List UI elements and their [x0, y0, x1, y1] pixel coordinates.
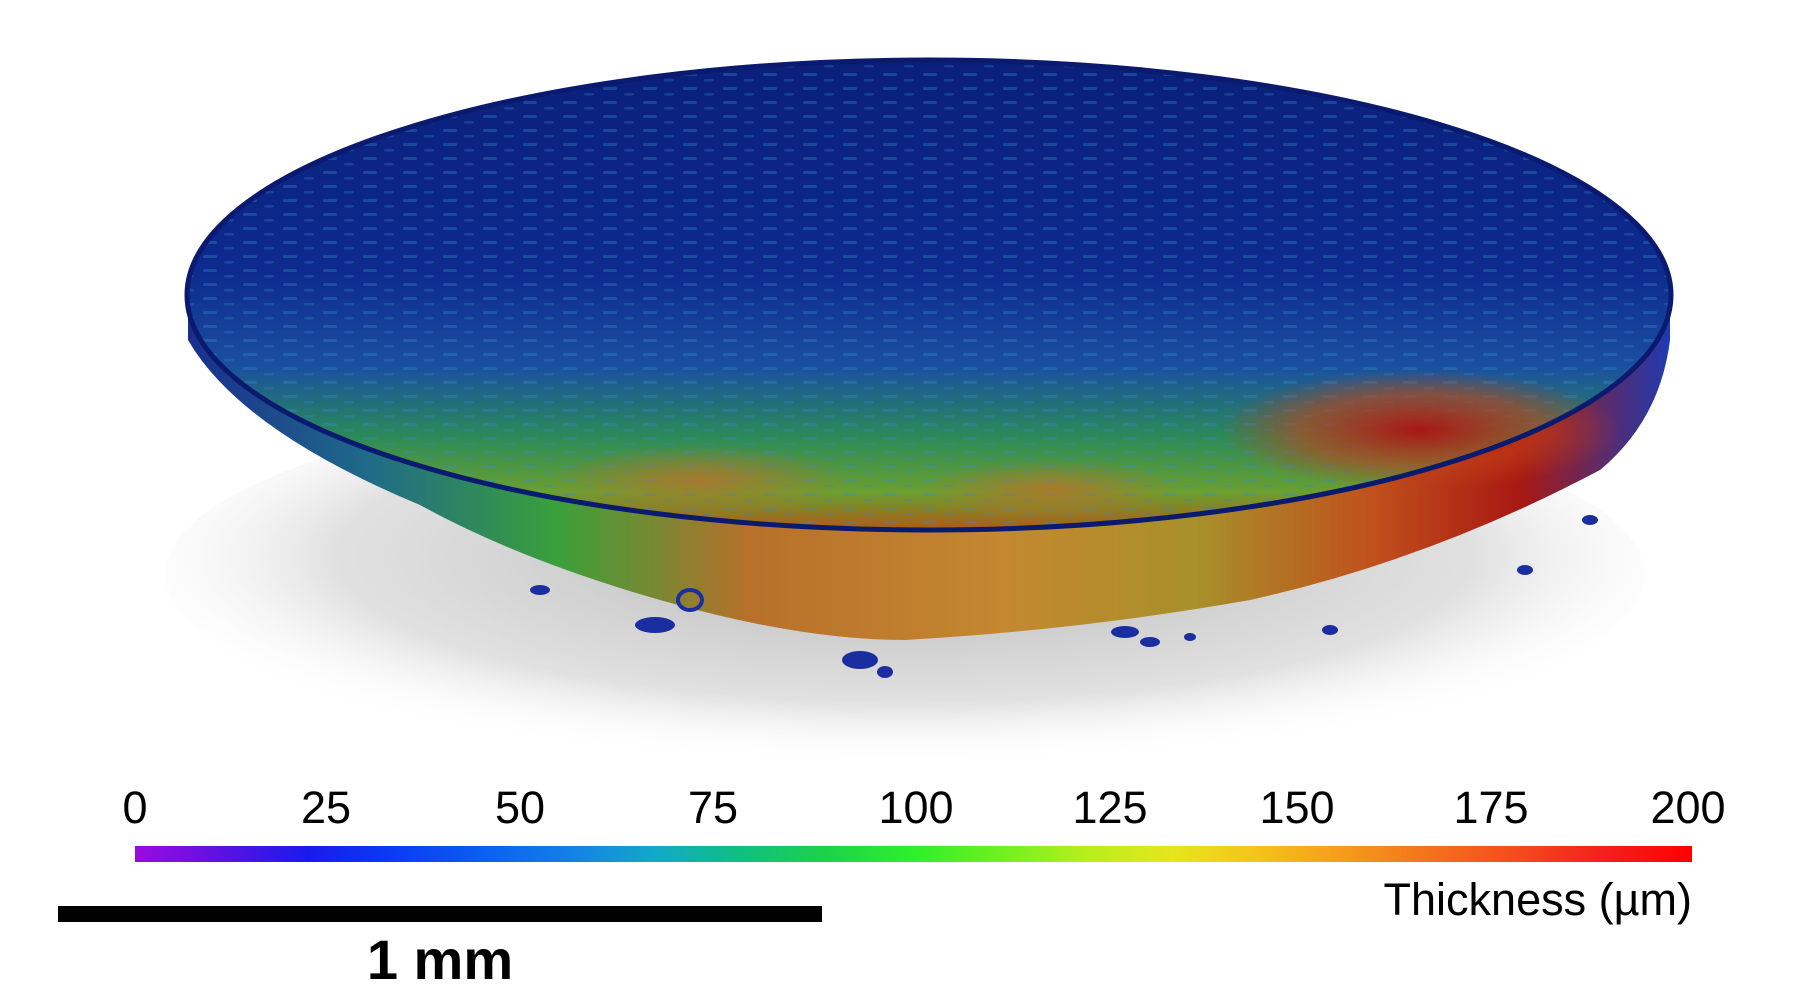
colorbar-tick: 0 [122, 782, 148, 833]
colorbar-tick: 100 [878, 782, 954, 833]
colorbar-tick: 150 [1259, 782, 1335, 833]
scale-bar [58, 906, 822, 922]
colorbar-title: Thickness (µm) [1383, 874, 1692, 925]
thick-region [1220, 370, 1620, 490]
colorbar-tick: 75 [687, 782, 739, 833]
colorbar-tick: 25 [300, 782, 352, 833]
colorbar-tick: 175 [1453, 782, 1529, 833]
rim-fragments [530, 515, 1598, 678]
colorbar-tick: 50 [494, 782, 546, 833]
colorbar-tick: 200 [1650, 782, 1726, 833]
scale-bar-label: 1 mm [366, 928, 514, 991]
colorbar-tick: 125 [1072, 782, 1148, 833]
colorbar [135, 846, 1692, 862]
